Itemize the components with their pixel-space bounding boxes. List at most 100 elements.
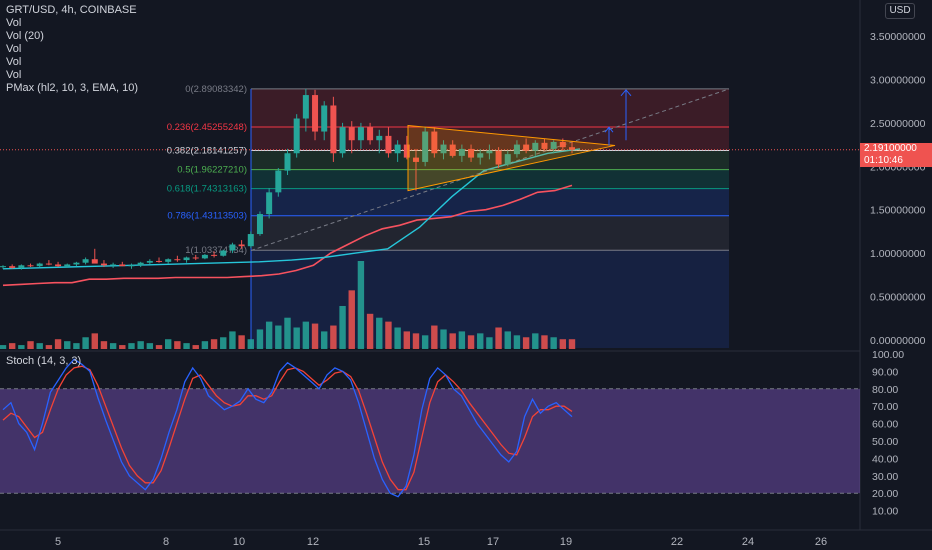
- volume-bar: [394, 327, 401, 349]
- volume-bar: [311, 323, 319, 349]
- time-axis-label: 17: [487, 536, 499, 548]
- volume-bar: [238, 335, 245, 349]
- candle-body: [367, 127, 374, 141]
- candle-body: [100, 263, 107, 266]
- candle-body: [376, 135, 383, 141]
- candle-body: [211, 254, 218, 256]
- candle-body: [256, 214, 263, 235]
- stoch-title[interactable]: Stoch (14, 3, 3): [6, 355, 82, 367]
- time-axis-label: 10: [233, 536, 245, 548]
- candle-body: [64, 264, 71, 267]
- volume-bar: [0, 345, 7, 349]
- time-axis-label: 24: [742, 536, 754, 548]
- trend-line: [250, 88, 730, 252]
- volume-bar: [45, 345, 53, 349]
- candle-body: [183, 257, 190, 261]
- candle-body: [532, 142, 539, 151]
- candle-body: [403, 144, 410, 158]
- time-axis-label: 19: [560, 536, 572, 548]
- candle-body: [541, 142, 548, 149]
- volume-bar: [366, 313, 374, 349]
- volume-bar: [73, 343, 80, 349]
- candle-body: [119, 264, 126, 267]
- price-axis-label: 1.00000000: [870, 248, 926, 260]
- candle-body: [27, 265, 34, 267]
- stoch-axis-label: 80.00: [872, 384, 898, 396]
- price-axis-label: 3.00000000: [870, 74, 926, 86]
- stoch-k-line: [2, 358, 573, 498]
- candle-body: [422, 131, 429, 162]
- fib-zone: [251, 215, 729, 251]
- candle-body: [357, 127, 364, 141]
- symbol-title[interactable]: GRT/USD, 4h, COINBASE: [6, 4, 137, 16]
- volume-bar: [357, 261, 365, 349]
- volume-bar: [467, 335, 475, 349]
- volume-bar: [504, 331, 511, 349]
- arrow-head-icon: [620, 89, 632, 97]
- volume-bar: [550, 337, 557, 349]
- fibonacci-retracement[interactable]: 0(2.89083342) 0.236(2.45255248) 0.382(2.18…: [0, 84, 860, 348]
- candle-body: [449, 144, 456, 156]
- volume-bar: [321, 331, 328, 349]
- ema-path: [2, 148, 581, 270]
- volume-bar: [100, 341, 108, 349]
- volume-bar: [109, 343, 117, 349]
- candle-body: [284, 153, 291, 171]
- price-axis-label: 2.50000000: [870, 118, 926, 130]
- volume-bar: [302, 321, 310, 349]
- volume-bar: [128, 343, 135, 349]
- candle-body: [45, 263, 52, 265]
- legend-vol-2[interactable]: Vol: [6, 43, 22, 55]
- candle-body: [523, 144, 530, 151]
- candle-body: [431, 131, 438, 154]
- candle-body: [174, 259, 181, 261]
- stoch-axis-label: 30.00: [872, 471, 898, 483]
- time-axis-label: 8: [163, 536, 169, 548]
- candle-body: [330, 105, 337, 154]
- fib-level-label: 0.382(2.18141257): [167, 146, 247, 157]
- candle-body: [9, 266, 16, 268]
- pmax-line: [2, 184, 573, 287]
- candle-body: [275, 170, 282, 193]
- legend-vol-1[interactable]: Vol: [6, 17, 22, 29]
- candle-body: [192, 257, 199, 259]
- volume-bar: [256, 329, 264, 349]
- candle-body: [146, 260, 153, 263]
- pmax-indicator: [2, 184, 573, 287]
- legend-vol-4[interactable]: Vol: [6, 69, 22, 81]
- volume-bar: [192, 345, 199, 349]
- chart-drawings[interactable]: [407, 89, 632, 192]
- volume-bar: [8, 343, 16, 349]
- price-axis-label: 0.50000000: [870, 292, 926, 304]
- candle-body: [468, 148, 475, 158]
- volume-bar: [119, 345, 126, 349]
- volume-bar: [330, 325, 337, 349]
- volume-bar: [183, 343, 190, 349]
- candle-body: [247, 234, 254, 247]
- stoch-axis-label: 70.00: [872, 401, 898, 413]
- volume-bar: [146, 343, 154, 349]
- volume-bar: [27, 341, 34, 349]
- volume-bar: [18, 345, 25, 349]
- legend-vol-20[interactable]: Vol (20): [6, 30, 44, 42]
- candle-body: [385, 135, 392, 154]
- legend-vol-3[interactable]: Vol: [6, 56, 22, 68]
- volume-bar: [421, 335, 429, 349]
- volume-bar: [541, 335, 548, 349]
- volume-bar: [164, 339, 172, 349]
- fib-level-label: 0.786(1.43113503): [167, 211, 247, 222]
- candle-body: [477, 153, 484, 158]
- volume-bar: [36, 343, 43, 349]
- candle-body: [440, 144, 447, 154]
- volume-bar: [64, 341, 71, 349]
- candle-body: [18, 265, 25, 268]
- indicator-legend: GRT/USD, 4h, COINBASE Vol Vol (20) Vol V…: [6, 4, 138, 95]
- candle-body: [266, 192, 273, 215]
- volume-bar: [477, 333, 484, 349]
- arrow-head-icon: [604, 126, 614, 133]
- stoch-axis-label: 40.00: [872, 453, 898, 465]
- legend-pmax[interactable]: PMax (hl2, 10, 3, EMA, 10): [6, 82, 139, 94]
- currency-button[interactable]: USD: [885, 3, 915, 19]
- stochastic-pane: [0, 358, 860, 498]
